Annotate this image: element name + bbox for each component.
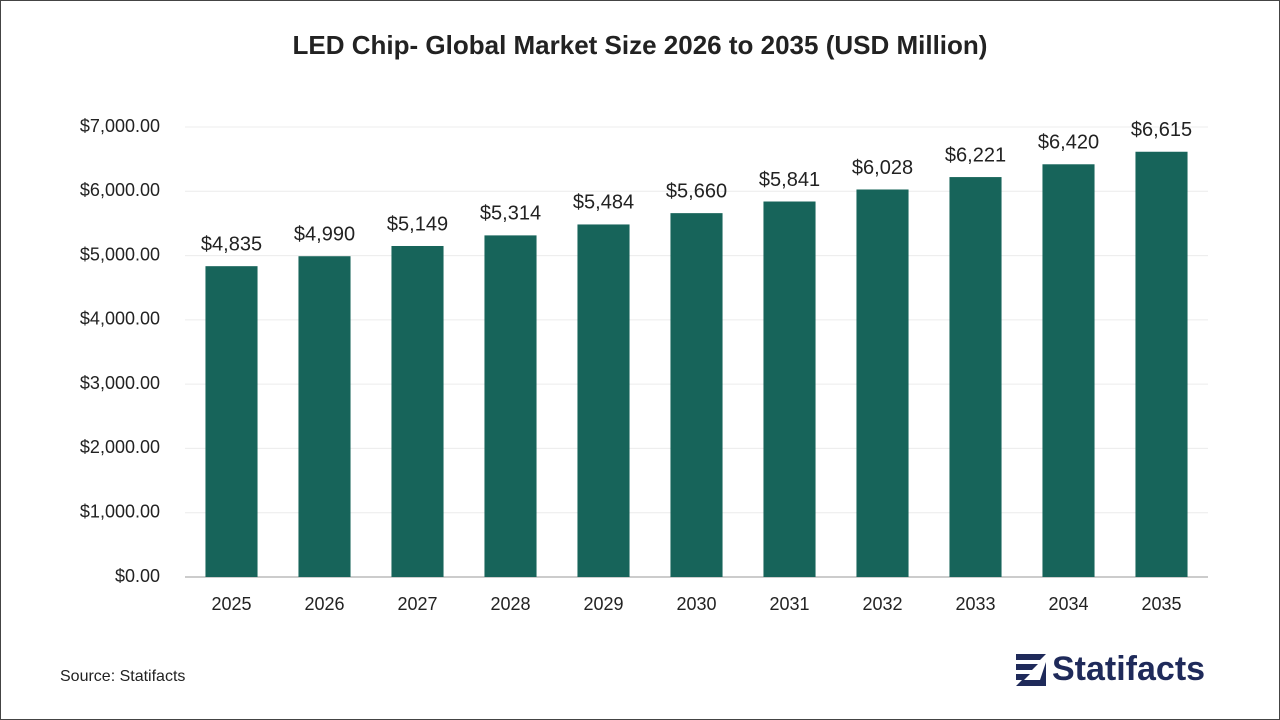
value-label: $5,484 <box>573 192 634 214</box>
bar <box>205 266 258 577</box>
value-label: $4,990 <box>294 223 355 245</box>
brand-name: Statifacts <box>1052 650 1205 688</box>
y-tick-label: $3,000.00 <box>80 373 160 393</box>
x-tick-label: 2030 <box>676 594 716 614</box>
y-tick-label: $1,000.00 <box>80 501 160 521</box>
y-tick-label: $7,000.00 <box>80 116 160 136</box>
logo-icon <box>1016 654 1046 686</box>
value-label: $6,615 <box>1131 119 1192 141</box>
y-tick-label: $5,000.00 <box>80 244 160 264</box>
y-tick-label: $6,000.00 <box>80 180 160 200</box>
x-tick-label: 2029 <box>583 594 623 614</box>
value-label: $6,420 <box>1038 132 1099 154</box>
x-tick-label: 2032 <box>862 594 902 614</box>
bar <box>856 189 909 577</box>
value-label: $4,835 <box>201 233 262 255</box>
value-label: $5,660 <box>666 180 727 202</box>
bar <box>391 245 444 577</box>
x-tick-label: 2033 <box>955 594 995 614</box>
x-tick-label: 2026 <box>304 594 344 614</box>
x-tick-label: 2034 <box>1048 594 1088 614</box>
bar <box>949 177 1002 578</box>
x-tick-label: 2035 <box>1141 594 1181 614</box>
source: Source: Statifacts <box>60 668 185 685</box>
x-tick-label: 2028 <box>490 594 530 614</box>
y-tick-label: $0.00 <box>115 566 160 586</box>
brand-logo <box>1016 654 1046 686</box>
value-label: $5,314 <box>480 203 541 225</box>
bar <box>670 213 723 577</box>
x-tick-label: 2025 <box>211 594 251 614</box>
y-tick-label: $2,000.00 <box>80 437 160 457</box>
value-label: $6,028 <box>852 157 913 179</box>
chart-title: LED Chip- Global Market Size 2026 to 203… <box>293 30 988 60</box>
bar <box>577 224 630 577</box>
bar <box>763 201 816 577</box>
value-label: $6,221 <box>945 144 1006 166</box>
x-tick-label: 2027 <box>397 594 437 614</box>
y-tick-label: $4,000.00 <box>80 309 160 329</box>
bar <box>1135 151 1188 577</box>
x-tick-label: 2031 <box>769 594 809 614</box>
value-label: $5,841 <box>759 169 820 191</box>
bar <box>298 256 351 577</box>
bar <box>484 235 537 577</box>
value-label: $5,149 <box>387 213 448 235</box>
bar <box>1042 164 1095 578</box>
